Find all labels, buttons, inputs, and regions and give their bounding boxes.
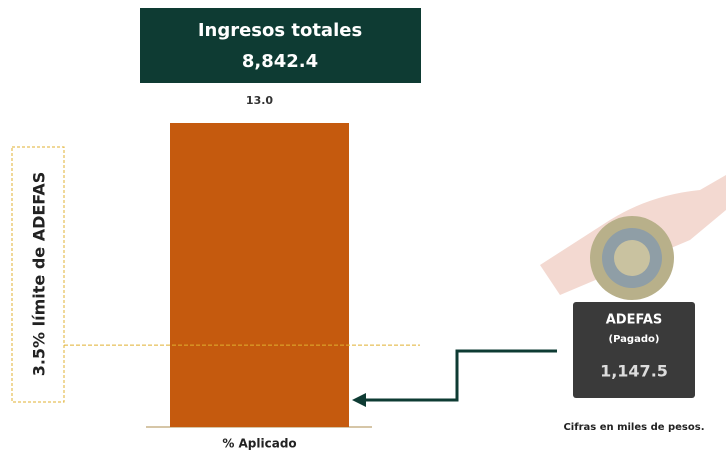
threshold-label-box xyxy=(11,146,65,403)
x-tick-label: % Aplicado xyxy=(222,437,296,451)
total-value: 8,842.4 xyxy=(242,51,318,72)
arrow-head xyxy=(352,393,366,407)
callout-amount: 1,147.5 xyxy=(600,362,668,381)
chart-title: Ingresos totales xyxy=(198,20,362,41)
header-box xyxy=(140,8,421,83)
note: Cifras en miles de pesos. xyxy=(563,422,704,433)
bar xyxy=(170,123,349,427)
callout-title: ADEFAS xyxy=(606,313,663,328)
value-label: 13.0 xyxy=(246,94,273,107)
callout-subtitle: (Pagado) xyxy=(609,334,660,345)
callout-box xyxy=(573,302,695,398)
hand-coin-illustration xyxy=(540,175,726,300)
arrow xyxy=(364,349,557,402)
threshold-label: 3.5% límite de ADEFAS xyxy=(30,172,49,377)
